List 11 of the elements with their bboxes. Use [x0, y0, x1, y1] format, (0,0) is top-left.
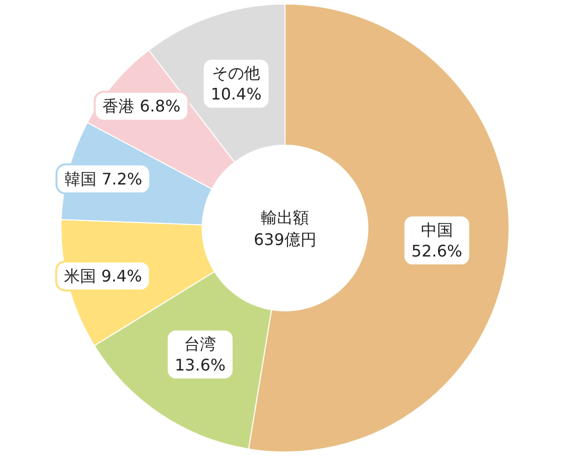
- text: 輸出額: [261, 208, 309, 227]
- slice-label: その他: [212, 64, 260, 83]
- slice-label: 香港 6.8%: [102, 96, 180, 116]
- slice-label: 米国 9.4%: [64, 266, 142, 286]
- data-label: 10.4%: [210, 84, 262, 104]
- data-label: 13.6%: [174, 356, 226, 375]
- data-label: 52.6%: [411, 241, 462, 260]
- text: 639億円: [254, 230, 316, 249]
- slice-label: 台湾: [184, 334, 216, 354]
- slice-label: 韓国 7.2%: [64, 169, 142, 188]
- slice-label: 中国: [420, 220, 453, 240]
